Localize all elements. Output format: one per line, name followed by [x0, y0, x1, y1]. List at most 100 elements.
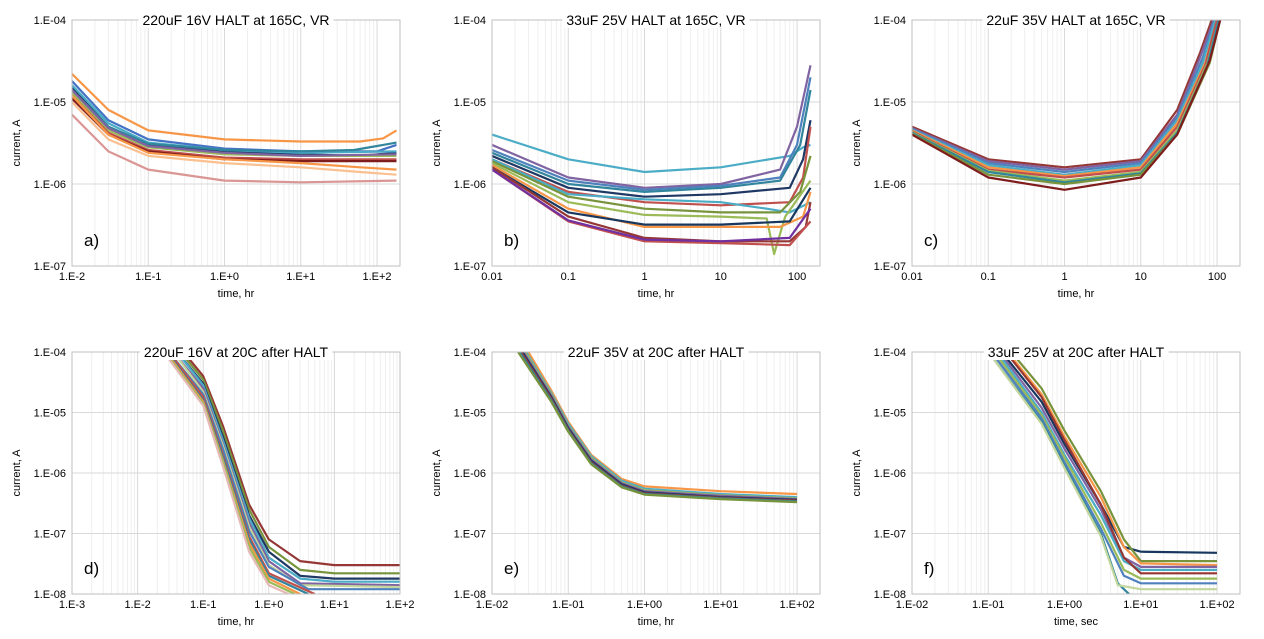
chart-panel-4: 1.E-3 1.E-2 1.E-1 1.E+0 1.E+1 1.E+2 1.E-08 1.E-…: [11, 342, 415, 628]
y-tick-label: 1.E-08: [454, 589, 486, 601]
series-line-6: [1004, 352, 1217, 575]
panel-label: e): [504, 559, 519, 578]
series-group: [912, 20, 1222, 191]
x-tick-label: 1.E+0: [210, 271, 239, 283]
chart-title: 220uF 16V HALT at 165C, VR: [142, 12, 329, 28]
chart-title: 220uF 16V at 20C after HALT: [144, 344, 329, 360]
y-tick-label: 1.E-04: [454, 15, 486, 27]
series-line-10: [492, 164, 812, 228]
y-tick-label: 1.E-05: [874, 408, 906, 420]
title-background: [982, 10, 1170, 28]
series-line-3: [492, 77, 812, 191]
x-axis-label: time, hr: [1058, 288, 1095, 300]
series-line-6: [492, 126, 812, 207]
series-line-8: [990, 352, 1217, 585]
title-background: [983, 342, 1169, 360]
x-tick-label: 1.E+02: [779, 599, 814, 611]
series-line-1: [182, 352, 400, 567]
x-tick-label: 1.E+1: [320, 599, 349, 611]
series-line-1: [527, 352, 798, 496]
x-tick-label: 1.E+00: [627, 599, 662, 611]
panel-label: c): [924, 231, 938, 250]
x-tick-label: 1.E+02: [1199, 599, 1234, 611]
series-line-2: [1010, 352, 1217, 563]
y-tick-label: 1.E-08: [34, 589, 66, 601]
series-line-6: [520, 352, 798, 502]
y-tick-label: 1.E-05: [34, 97, 66, 109]
title-background: [563, 342, 749, 360]
series-line-11: [72, 94, 397, 171]
x-tick-label: 1.E-02: [896, 599, 928, 611]
y-tick-label: 1.E-04: [454, 347, 486, 359]
panel-label: d): [84, 559, 99, 578]
x-tick-label: 10: [1135, 271, 1147, 283]
series-line-9: [492, 162, 812, 256]
y-tick-label: 1.E-07: [874, 261, 906, 273]
x-tick-label: 0.01: [901, 271, 922, 283]
series-line-1: [492, 133, 811, 174]
y-tick-label: 1.E-06: [454, 179, 486, 191]
x-tick-label: 1.E+2: [385, 599, 414, 611]
series-line-10: [912, 20, 1222, 191]
series-group: [162, 352, 400, 594]
series-group: [492, 65, 812, 256]
x-tick-label: 0.1: [561, 271, 576, 283]
series-line-4: [492, 89, 812, 193]
series-line-14: [492, 168, 812, 243]
chart-panel-5: 1.E-02 1.E-01 1.E+00 1.E+01 1.E+02 1.E-08 1.E-…: [431, 342, 821, 628]
series-line-1: [72, 73, 398, 143]
series-line-2: [179, 352, 400, 575]
title-background: [562, 10, 750, 28]
series-line-7: [72, 89, 397, 157]
series-line-12: [72, 113, 397, 184]
series-line-12: [162, 352, 289, 594]
y-tick-label: 1.E-07: [34, 261, 66, 273]
series-line-7: [492, 158, 811, 214]
x-tick-label: 1.E-01: [552, 599, 584, 611]
chart-panel-3: 0.01 0.1 1 10 100 1.E-07 1.E-06 1.E-05 1.E-04 tim…: [851, 10, 1241, 300]
y-axis-label: current, A: [851, 449, 863, 497]
x-tick-label: 100: [788, 271, 806, 283]
series-line-10: [72, 101, 397, 176]
x-tick-label: 100: [1208, 271, 1226, 283]
series-line-8: [492, 155, 812, 214]
series-line-4: [912, 20, 1217, 176]
x-tick-label: 1.E+2: [363, 271, 392, 283]
y-tick-label: 1.E-06: [454, 468, 486, 480]
y-axis-label: current, A: [431, 119, 443, 167]
x-axis-label: time, hr: [638, 288, 675, 300]
x-tick-label: 1.E-1: [135, 271, 161, 283]
y-tick-label: 1.E-08: [874, 589, 906, 601]
y-tick-label: 1.E-05: [34, 408, 66, 420]
y-tick-label: 1.E-04: [874, 15, 906, 27]
y-tick-label: 1.E-07: [34, 529, 66, 541]
y-tick-label: 1.E-05: [874, 97, 906, 109]
series-line-4: [998, 352, 1217, 568]
y-tick-label: 1.E-06: [874, 468, 906, 480]
x-axis-label: time, hr: [218, 288, 255, 300]
x-tick-label: 1.E-1: [190, 599, 216, 611]
y-tick-label: 1.E-06: [34, 179, 66, 191]
x-axis-label: time, hr: [218, 616, 255, 628]
x-axis-label: time, hr: [638, 616, 675, 628]
x-tick-label: 1: [641, 271, 647, 283]
series-line-2: [492, 65, 812, 189]
x-tick-label: 1.E+01: [703, 599, 738, 611]
chart-panel-2: 0.01 0.1 1 10 100 1.E-07 1.E-06 1.E-05 1.E-04 tim…: [431, 10, 821, 300]
title-background: [139, 342, 333, 360]
series-line-5: [996, 352, 1217, 571]
chart-title: 33uF 25V at 20C after HALT: [988, 344, 1165, 360]
y-axis-label: current, A: [11, 119, 23, 167]
y-tick-label: 1.E-05: [454, 408, 486, 420]
series-line-5: [492, 119, 812, 198]
y-tick-label: 1.E-06: [34, 468, 66, 480]
x-axis-label: time, sec: [1054, 616, 1099, 628]
y-tick-label: 1.E-04: [34, 347, 66, 359]
series-group: [72, 73, 398, 184]
y-tick-label: 1.E-04: [34, 15, 66, 27]
plot-frame: [71, 19, 401, 267]
panel-label: a): [84, 231, 99, 250]
plot-frame: [491, 19, 821, 267]
y-tick-label: 1.E-07: [874, 529, 906, 541]
